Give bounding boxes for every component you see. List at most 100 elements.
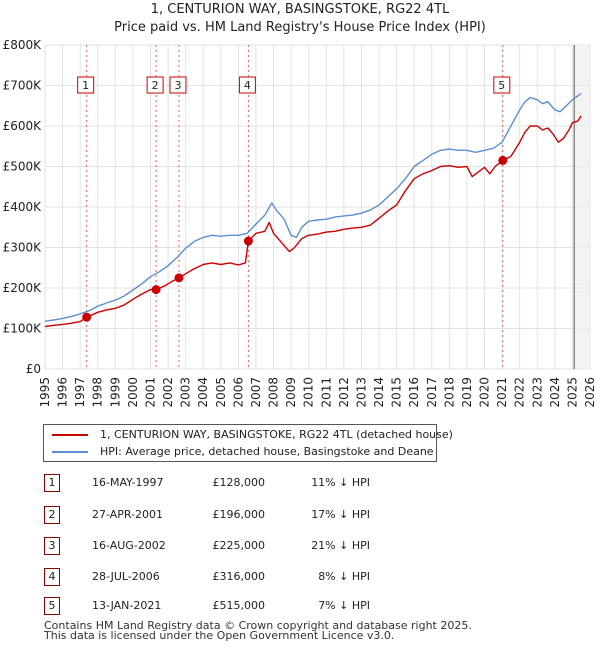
x-tick-label: 2025 — [565, 377, 579, 408]
x-tick-label: 2013 — [354, 377, 368, 408]
sale-points — [82, 155, 508, 322]
sale-point — [174, 273, 184, 283]
footer-copyright: Contains HM Land Registry data © Crown c… — [44, 619, 472, 632]
forecast-region — [573, 45, 590, 369]
table-row: 5 13-JAN-2021 £515,000 7% ↓ HPI — [0, 597, 600, 617]
x-tick-label: 1996 — [56, 377, 70, 408]
sale-label-text: 4 — [244, 79, 251, 92]
chart-title-line1: 1, CENTURION WAY, BASINGSTOKE, RG22 4TL — [151, 2, 450, 17]
footer: Contains HM Land Registry data © Crown c… — [44, 619, 472, 642]
x-tick-label: 2000 — [126, 377, 140, 408]
hpi-difference: 21% ↓ HPI — [311, 539, 370, 552]
footer-licence: This data is licensed under the Open Gov… — [44, 629, 395, 642]
sale-label-box — [77, 76, 95, 94]
forecast-shade — [574, 45, 590, 369]
x-tick-label: 2002 — [161, 377, 175, 408]
x-tick-label: 2014 — [372, 377, 386, 408]
x-tick-label: 1997 — [73, 377, 87, 408]
row-number-badge: 4 — [44, 568, 60, 586]
x-axis: 1995 1996 1997 1998 1999 2000 2001 2002 2003 2004… — [38, 377, 597, 408]
sale-date: 16-AUG-2002 — [92, 539, 166, 552]
table-row: 2 27-APR-2001 £196,000 17% ↓ HPI — [0, 506, 600, 526]
x-tick-label: 2018 — [442, 377, 456, 408]
x-tick-label: 2003 — [179, 377, 193, 408]
y-tick-label: £400K — [3, 200, 43, 214]
x-tick-label: 2024 — [548, 377, 562, 408]
x-tick-label: 2019 — [460, 377, 474, 408]
sale-price: £196,000 — [212, 508, 266, 521]
x-tick-label: 1998 — [91, 377, 105, 408]
x-tick-label: 2012 — [337, 377, 351, 408]
sale-point — [498, 155, 508, 165]
chart-title-line2: Price paid vs. HM Land Registry's House … — [114, 20, 486, 35]
hpi-difference: 17% ↓ HPI — [311, 508, 370, 521]
series-lines — [44, 93, 582, 328]
row-number-badge: 5 — [44, 597, 60, 615]
x-tick-label: 2022 — [513, 377, 527, 408]
x-tick-label: 2021 — [495, 377, 509, 408]
legend-item-price: 1, CENTURION WAY, BASINGSTOKE, RG22 4TL … — [44, 426, 453, 444]
sale-label-text: 2 — [152, 79, 159, 92]
y-axis: £0 £100K £200K £300K £400K £500K £600K £700K £80… — [3, 38, 43, 376]
sale-label-box — [493, 76, 511, 94]
x-tick-label: 1995 — [38, 377, 52, 408]
row-number-badge: 3 — [44, 537, 60, 555]
x-tick-label: 2007 — [249, 377, 263, 408]
x-tick-label: 2016 — [407, 377, 421, 408]
x-tick-label: 2023 — [530, 377, 544, 408]
table-row: 4 28-JUL-2006 £316,000 8% ↓ HPI — [0, 568, 600, 588]
y-tick-label: £300K — [3, 241, 43, 255]
sale-date: 28-JUL-2006 — [92, 570, 160, 583]
x-tick-label: 2005 — [214, 377, 228, 408]
y-tick-label: £200K — [3, 281, 43, 295]
sale-label-text: 1 — [82, 79, 89, 92]
x-tick-label: 2006 — [231, 377, 245, 408]
y-tick-label: £500K — [3, 160, 43, 174]
x-tick-label: 2001 — [143, 377, 157, 408]
x-tick-label: 2004 — [196, 377, 210, 408]
table-row: 3 16-AUG-2002 £225,000 21% ↓ HPI — [0, 537, 600, 557]
sale-price: £128,000 — [212, 476, 266, 489]
sale-label-box — [238, 76, 256, 94]
hpi-difference: 8% ↓ HPI — [318, 570, 370, 583]
row-number-badge: 1 — [44, 474, 60, 492]
price-paid-line — [44, 115, 582, 328]
legend: 1, CENTURION WAY, BASINGSTOKE, RG22 4TL … — [43, 424, 453, 462]
y-tick-label: £0 — [26, 362, 41, 376]
sale-date: 13-JAN-2021 — [92, 599, 162, 612]
sale-labels: 1 2 3 4 5 — [77, 76, 511, 94]
y-tick-label: £800K — [3, 38, 43, 52]
sale-price: £225,000 — [212, 539, 266, 552]
sale-date: 16-MAY-1997 — [92, 476, 164, 489]
sale-price: £316,000 — [212, 570, 266, 583]
y-tick-label: £600K — [3, 119, 43, 133]
sale-label-box — [169, 76, 187, 94]
grid — [44, 44, 591, 370]
y-tick-label: £700K — [3, 79, 43, 93]
sale-point — [82, 312, 92, 322]
legend-swatch-hpi — [52, 451, 88, 453]
table-row: 1 16-MAY-1997 £128,000 11% ↓ HPI — [0, 474, 600, 494]
row-number-badge: 2 — [44, 506, 60, 524]
x-tick-label: 2008 — [267, 377, 281, 408]
legend-item-hpi: HPI: Average price, detached house, Basi… — [44, 443, 436, 461]
x-tick-label: 2010 — [302, 377, 316, 408]
x-tick-label: 2015 — [390, 377, 404, 408]
legend-label-price: 1, CENTURION WAY, BASINGSTOKE, RG22 4TL … — [100, 428, 453, 441]
hpi-line — [44, 93, 582, 322]
legend-label-hpi: HPI: Average price, detached house, Basi… — [100, 445, 434, 458]
legend-swatch-price — [52, 434, 88, 436]
sale-label-box — [146, 76, 164, 94]
sale-date: 27-APR-2001 — [92, 508, 164, 521]
sale-label-text: 3 — [174, 79, 181, 92]
price-chart: 1, CENTURION WAY, BASINGSTOKE, RG22 4TL … — [3, 2, 597, 408]
x-tick-label: 2009 — [284, 377, 298, 408]
x-tick-label: 2020 — [478, 377, 492, 408]
x-tick-label: 2017 — [425, 377, 439, 408]
hpi-difference: 7% ↓ HPI — [318, 599, 370, 612]
sale-price: £515,000 — [212, 599, 266, 612]
sale-point — [243, 236, 253, 246]
x-tick-label: 2011 — [319, 377, 333, 408]
x-tick-label: 2026 — [583, 377, 597, 408]
y-tick-label: £100K — [3, 322, 43, 336]
